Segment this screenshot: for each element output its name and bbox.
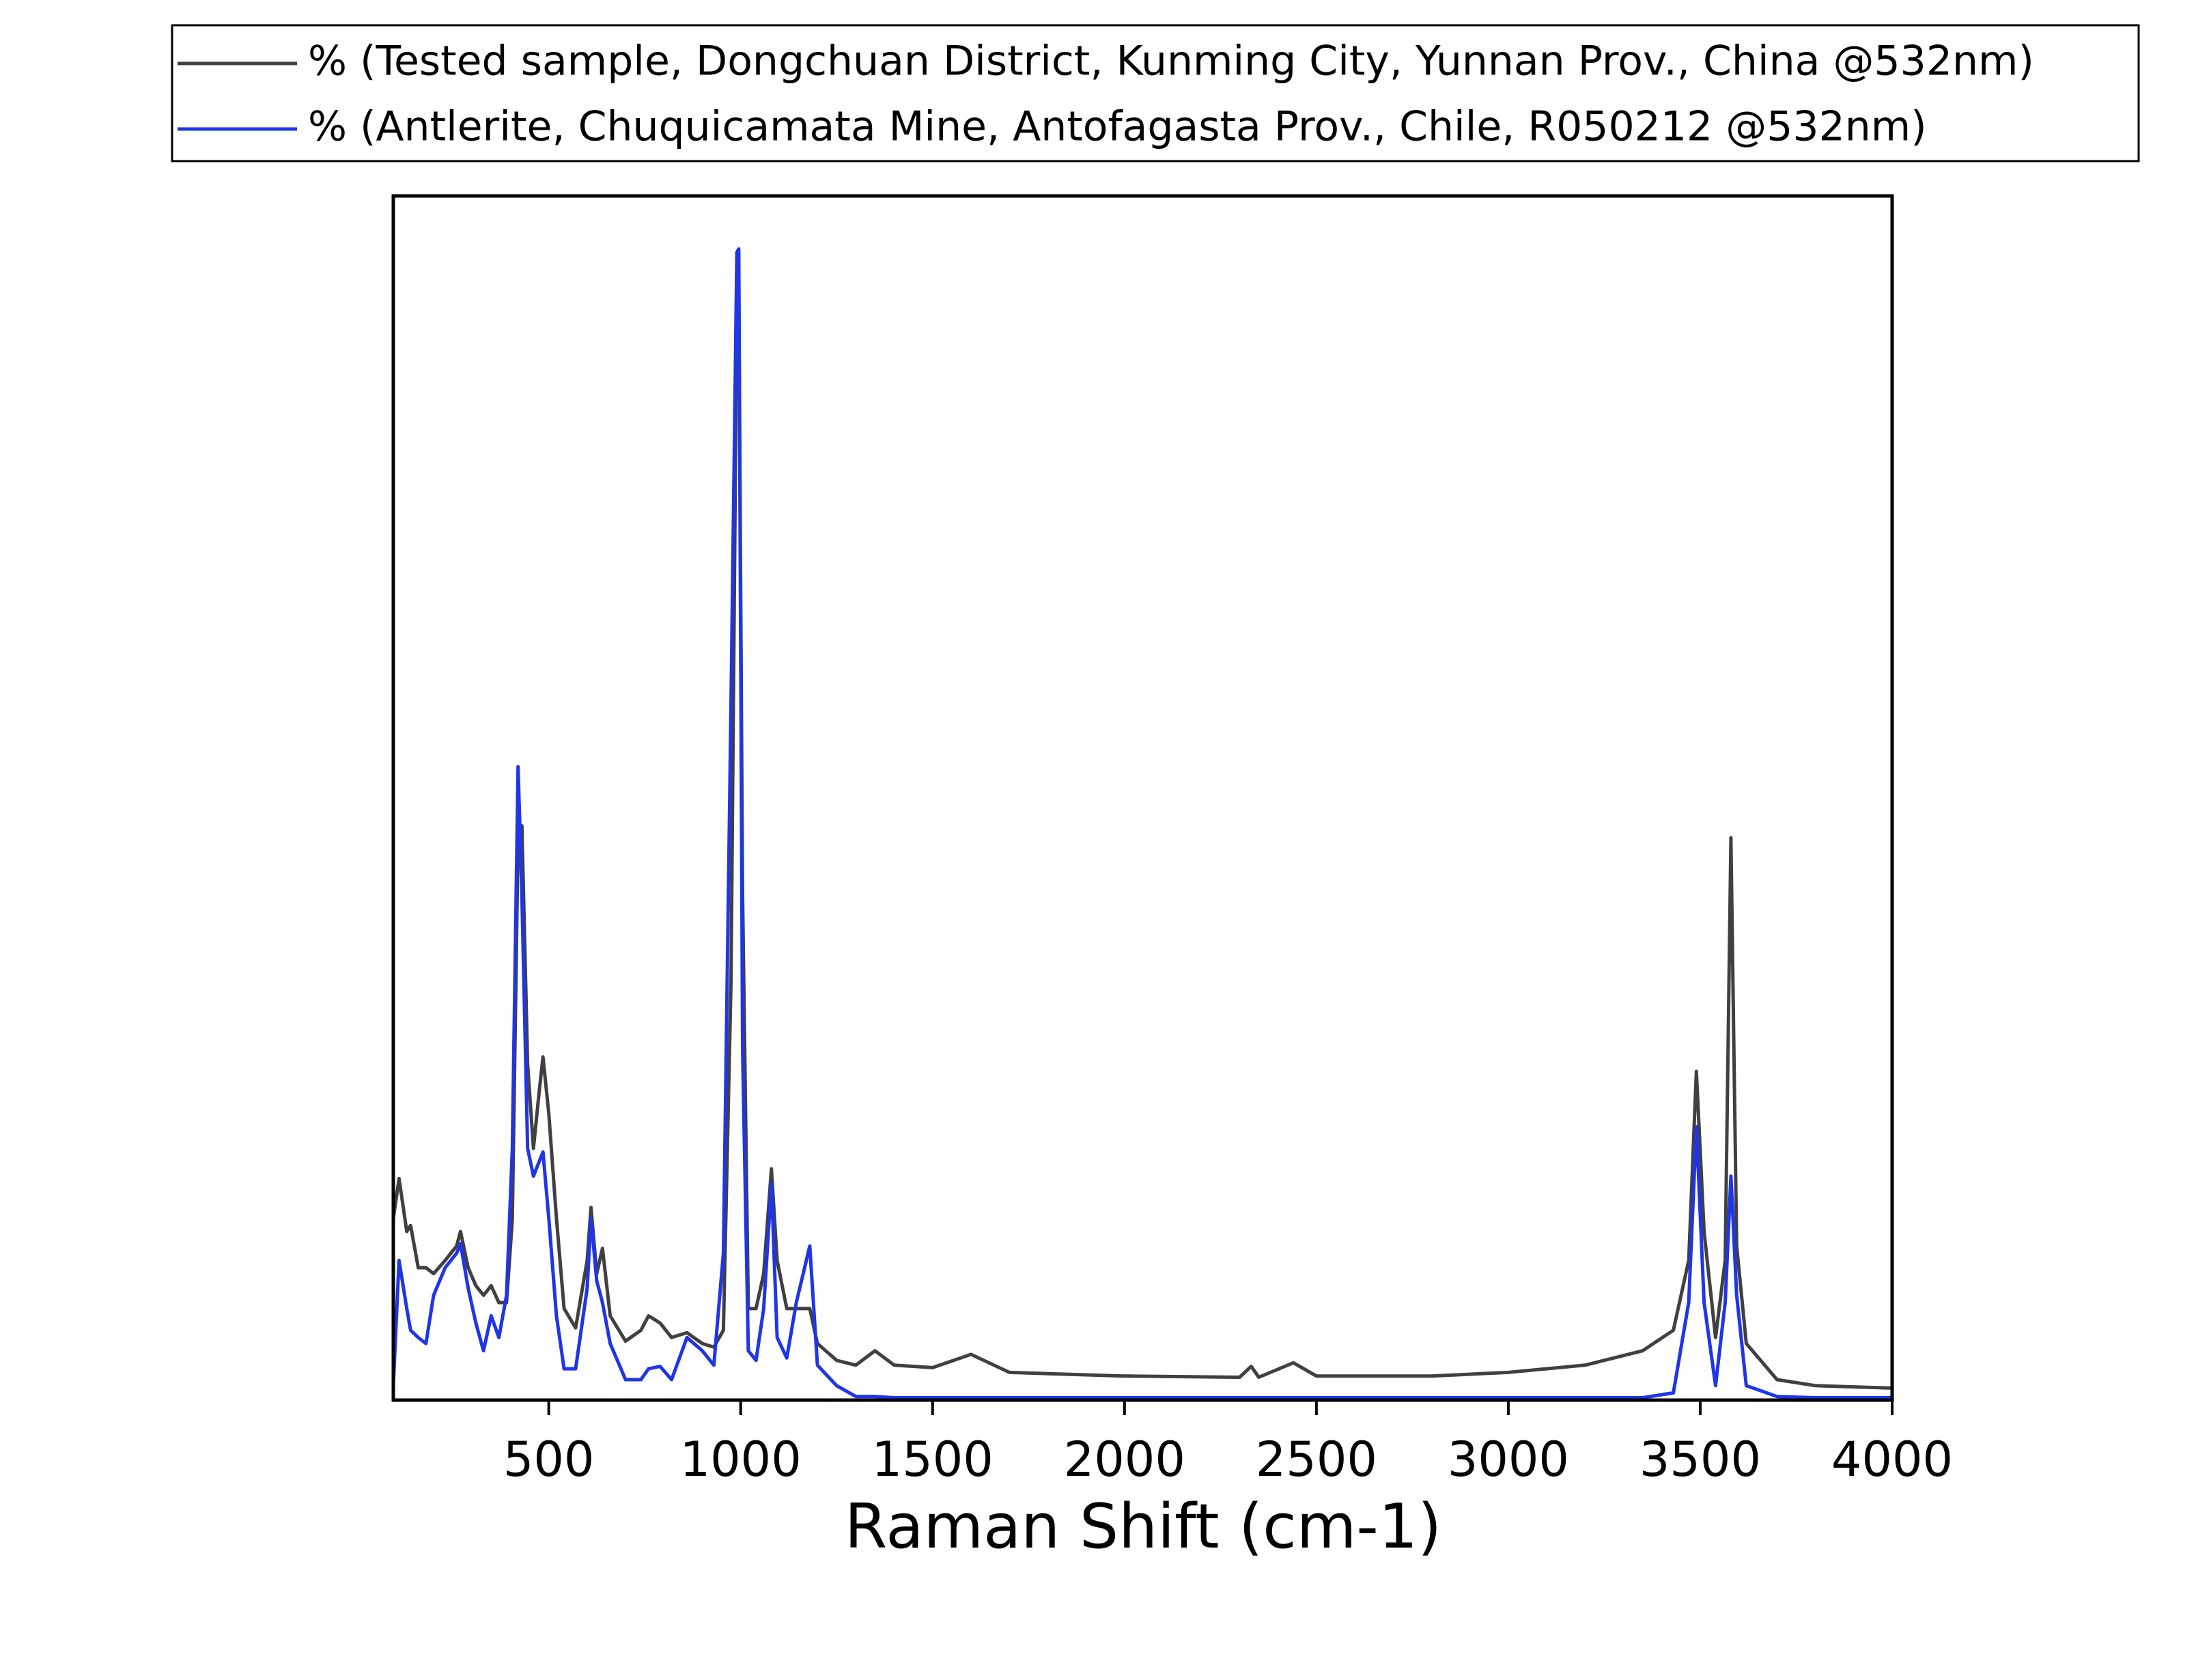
x-tick-label: 1500 bbox=[872, 1432, 994, 1487]
series-line bbox=[391, 279, 1893, 1390]
x-axis-label: Raman Shift (cm-1) bbox=[845, 1491, 1441, 1563]
legend-label: % (Tested sample, Dongchuan District, Ku… bbox=[308, 38, 2034, 85]
plot-frame bbox=[391, 194, 1894, 1402]
x-tick-label: 4000 bbox=[1831, 1432, 1953, 1487]
x-tick-label: 3500 bbox=[1639, 1432, 1761, 1487]
x-tick-label: 1000 bbox=[680, 1432, 802, 1487]
x-tick-label: 500 bbox=[503, 1432, 595, 1487]
series-line bbox=[391, 247, 1892, 1399]
legend-box bbox=[171, 24, 2140, 162]
x-tick-label: 2500 bbox=[1256, 1432, 1377, 1487]
x-tick-label: 2000 bbox=[1064, 1432, 1185, 1487]
legend-label: % (Antlerite, Chuquicamata Mine, Antofag… bbox=[308, 103, 1927, 151]
x-tick-label: 3000 bbox=[1448, 1432, 1569, 1487]
